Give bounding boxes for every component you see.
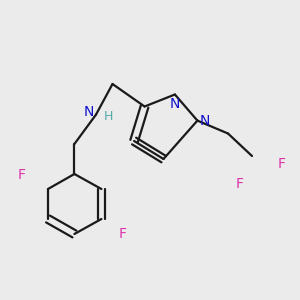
Text: F: F <box>278 157 286 170</box>
Text: F: F <box>236 178 244 191</box>
Text: N: N <box>170 97 180 110</box>
Text: N: N <box>83 105 94 118</box>
Text: N: N <box>200 114 210 128</box>
Text: F: F <box>18 168 26 182</box>
Text: H: H <box>104 110 113 124</box>
Text: F: F <box>118 227 126 241</box>
